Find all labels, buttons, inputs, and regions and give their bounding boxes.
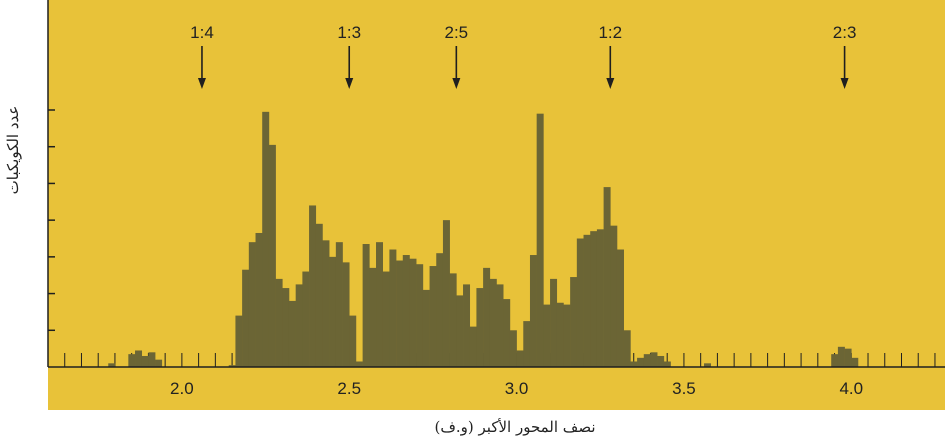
histogram-bar: [476, 288, 484, 367]
resonance-markers: 1:4 1:3 2:5 1:2 2:3: [190, 23, 856, 89]
histogram-bar: [309, 205, 317, 367]
y-axis-ticks: [48, 109, 55, 332]
x-tick-label: 3.5: [672, 379, 696, 398]
histogram-bar: [576, 238, 584, 367]
histogram-bar: [242, 269, 250, 367]
histogram-bar: [704, 363, 712, 367]
histogram-bar: [302, 271, 310, 367]
histogram-bar: [637, 357, 645, 367]
histogram-bar: [389, 249, 397, 367]
histogram-bar: [837, 346, 845, 367]
histogram-bar: [831, 354, 839, 367]
histogram-bar: [496, 284, 504, 367]
histogram-bar: [141, 355, 149, 367]
histogram-bar: [657, 355, 665, 367]
histogram-bar: [543, 304, 551, 367]
histogram-bar: [489, 278, 497, 367]
histogram-bar: [583, 234, 591, 367]
x-tick-label: 2.0: [170, 379, 194, 398]
histogram-bar: [355, 361, 363, 367]
histogram-bar: [376, 242, 384, 367]
histogram-bar: [342, 262, 350, 367]
histogram-bar: [429, 266, 437, 367]
histogram-bar: [463, 284, 471, 367]
histogram-bar: [449, 273, 457, 367]
histogram-bar: [469, 326, 477, 367]
histogram-bar: [108, 363, 116, 367]
histogram-bar: [248, 242, 256, 367]
x-tick-labels: 2.0 2.5 3.0 3.5 4.0: [170, 379, 863, 398]
y-axis-title: عدد الكويكبات: [4, 106, 22, 195]
resonance-arrow-head: [840, 78, 849, 89]
histogram-bar: [335, 242, 343, 367]
histogram-bar: [523, 321, 531, 367]
histogram-bar: [315, 223, 323, 367]
histogram-bar: [295, 284, 303, 367]
resonance-label: 1:2: [598, 23, 622, 42]
histogram-bar: [610, 225, 618, 367]
histogram-bar: [516, 350, 524, 367]
histogram-bar: [650, 352, 658, 367]
resonance-arrow-head: [606, 78, 615, 89]
histogram-bar: [275, 278, 283, 367]
x-axis-title: نصف المحور الأكبر (و.ف): [434, 418, 595, 436]
histogram-bar: [155, 359, 163, 367]
histogram-bar: [596, 229, 604, 367]
histogram-bar: [550, 278, 558, 367]
histogram-bar: [268, 144, 276, 367]
histogram-bar: [556, 302, 564, 367]
histogram-bar: [235, 315, 243, 367]
histogram-bar: [509, 330, 517, 367]
histogram-bar: [529, 255, 537, 367]
resonance-label: 2:5: [445, 23, 469, 42]
histogram-bar: [844, 348, 852, 367]
histogram-bar: [456, 295, 464, 367]
histogram-bar: [282, 288, 290, 367]
histogram-bar: [288, 300, 296, 367]
histogram-bar: [590, 231, 598, 367]
histogram-bar: [255, 232, 263, 367]
histogram-bar: [663, 361, 671, 367]
histogram-bars: [108, 111, 859, 368]
resonance-label: 1:4: [190, 23, 214, 42]
x-tick-label: 3.0: [505, 379, 529, 398]
histogram-bar: [148, 352, 156, 367]
histogram-bar: [409, 258, 417, 367]
histogram-bar: [442, 220, 450, 367]
histogram-bar: [616, 249, 624, 367]
histogram-bar: [643, 354, 651, 367]
histogram-bar: [362, 244, 370, 367]
histogram-bar: [322, 240, 330, 367]
histogram-bar: [135, 350, 143, 367]
histogram-bar: [416, 264, 424, 367]
x-tick-label: 4.0: [839, 379, 863, 398]
histogram-bar: [851, 357, 859, 367]
histogram-bar: [262, 111, 270, 367]
histogram-bar: [483, 267, 491, 367]
histogram-bar: [563, 304, 571, 367]
histogram-bar: [630, 361, 638, 367]
resonance-label: 1:3: [337, 23, 361, 42]
histogram-bar: [570, 277, 578, 367]
histogram-bar: [623, 330, 631, 367]
histogram-bar: [503, 299, 511, 367]
resonance-arrow-head: [345, 78, 354, 89]
histogram-bar: [436, 253, 444, 367]
histogram-bar: [128, 354, 136, 367]
histogram-bar: [402, 255, 410, 367]
histogram-bar: [382, 271, 390, 367]
histogram-bar: [536, 113, 544, 368]
histogram-bar: [349, 315, 357, 367]
resonance-arrow-head: [452, 78, 461, 89]
histogram-bar: [228, 365, 236, 367]
histogram-bar: [369, 267, 377, 367]
x-tick-label: 2.5: [337, 379, 361, 398]
resonance-label: 2:3: [833, 23, 857, 42]
histogram-bar: [329, 256, 337, 367]
histogram-bar: [603, 187, 611, 367]
resonance-arrow-head: [197, 78, 206, 89]
histogram-bar: [422, 289, 430, 367]
histogram-bar: [396, 260, 404, 367]
